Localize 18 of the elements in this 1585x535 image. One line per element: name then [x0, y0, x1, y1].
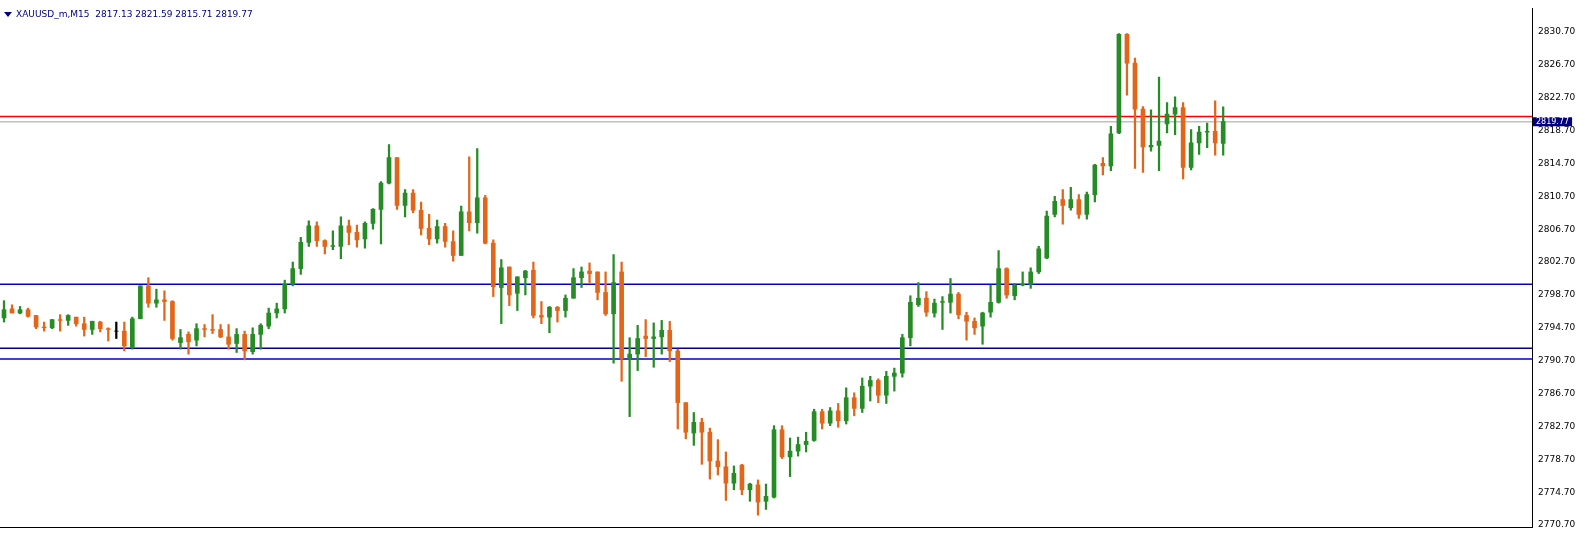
y-tick-label: 2790.70 — [1538, 355, 1576, 366]
y-tick-label: 2826.70 — [1538, 59, 1576, 70]
y-tick-label: 2782.70 — [1538, 420, 1576, 431]
y-tick-label: 2770.70 — [1538, 519, 1576, 530]
y-tick-label: 2814.70 — [1538, 157, 1576, 168]
y-tick-label: 2810.70 — [1538, 190, 1576, 201]
y-tick-label: 2778.70 — [1538, 453, 1576, 464]
y-tick-label: 2774.70 — [1538, 486, 1576, 497]
y-tick-label: 2786.70 — [1538, 387, 1576, 398]
ref-line-label: 2819.77 — [1536, 116, 1570, 126]
y-tick-label: 2794.70 — [1538, 322, 1576, 333]
y-tick-label: 2818.70 — [1538, 124, 1576, 135]
y-tick-label: 2822.70 — [1538, 91, 1576, 102]
y-tick-label: 2806.70 — [1538, 223, 1576, 234]
y-tick-label: 2798.70 — [1538, 289, 1576, 300]
y-tick-label: 2830.70 — [1538, 26, 1576, 37]
chart-title: XAUUSD_m,M15 2817.13 2821.59 2815.71 2819.77 — [16, 9, 253, 19]
y-tick-label: 2802.70 — [1538, 256, 1576, 267]
